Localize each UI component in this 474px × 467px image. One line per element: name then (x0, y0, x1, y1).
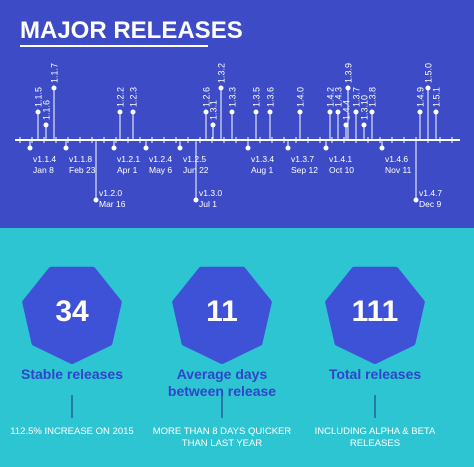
release-dot (379, 145, 385, 151)
release-dot (51, 85, 57, 91)
release-label: 1.3.1 (209, 100, 219, 120)
release-date: Aug 1 (251, 165, 273, 175)
release-label: 1.5.0 (424, 63, 434, 83)
heptagon (325, 266, 425, 364)
release-label: 1.1.7 (50, 63, 60, 83)
release-date: Jan 8 (33, 165, 54, 175)
release-date: Sep 12 (291, 165, 318, 175)
release-dot (267, 109, 273, 115)
release-date: Jul 1 (199, 199, 217, 209)
release-version: v1.1.8 (69, 154, 92, 164)
release-label: 1.3.3 (228, 87, 238, 107)
release-date: Dec 9 (419, 199, 441, 209)
release-dot (433, 109, 439, 115)
stat-value: 11 (206, 295, 238, 328)
release-version: v1.2.0 (99, 188, 122, 198)
release-dot (413, 197, 419, 203)
release-dot (425, 85, 431, 91)
release-label: 1.3.6 (266, 87, 276, 107)
stat-label: Average days between release (167, 366, 277, 399)
release-dot (130, 109, 136, 115)
release-dot (327, 109, 333, 115)
release-label: 1.1.5 (34, 87, 44, 107)
release-dot (63, 145, 69, 151)
release-label: 1.2.3 (129, 87, 139, 107)
release-label: 1.5.1 (432, 87, 442, 107)
release-date: Nov 11 (385, 165, 412, 175)
release-dot (253, 109, 259, 115)
release-dot (43, 122, 49, 128)
release-label: 1.2.2 (116, 87, 126, 107)
release-dot (27, 145, 33, 151)
release-version: v1.2.5 (183, 154, 206, 164)
release-dot (117, 109, 123, 115)
top-panel (0, 0, 474, 228)
release-dot (345, 85, 351, 91)
release-version: v1.2.4 (149, 154, 172, 164)
release-date: Feb 23 (69, 165, 96, 175)
stat-note: INCLUDING ALPHA & BETA RELEASES (314, 426, 436, 449)
release-label: 1.1.6 (42, 100, 52, 120)
release-dot (335, 109, 341, 115)
release-version: v1.3.4 (251, 154, 274, 164)
release-date: May 6 (149, 165, 172, 175)
heptagon (172, 266, 272, 364)
stat-label: Stable releases (21, 366, 123, 382)
release-dot (229, 109, 235, 115)
release-label: 1.4.3 (334, 87, 344, 107)
release-dot (245, 145, 251, 151)
release-label: 1.4.2 (326, 87, 336, 107)
release-dot (361, 122, 367, 128)
release-dot (343, 122, 349, 128)
release-date: Oct 10 (329, 165, 354, 175)
release-dot (417, 109, 423, 115)
release-label: 1.3.9 (344, 63, 354, 83)
release-dot (193, 197, 199, 203)
release-version: v1.3.0 (199, 188, 222, 198)
stat-value: 34 (55, 295, 89, 328)
stat-label: Total releases (328, 366, 422, 382)
release-label: 1.3.10 (360, 95, 370, 120)
release-dot (35, 109, 41, 115)
release-version: v1.4.7 (419, 188, 442, 198)
stat-value: 111 (351, 295, 399, 328)
release-dot (218, 85, 224, 91)
release-dot (93, 197, 99, 203)
release-label: 1.4.0 (296, 87, 306, 107)
heptagon (22, 266, 122, 364)
release-dot (323, 145, 329, 151)
release-label: 1.3.8 (368, 87, 378, 107)
release-dot (353, 109, 359, 115)
release-dot (210, 122, 216, 128)
release-dot (111, 145, 117, 151)
release-dot (177, 145, 183, 151)
release-label: 1.2.6 (202, 87, 212, 107)
release-version: v1.4.6 (385, 154, 408, 164)
release-version: v1.3.7 (291, 154, 314, 164)
release-label: 1.3.7 (352, 87, 362, 107)
release-label: 1.4.4 (342, 100, 352, 120)
release-dot (297, 109, 303, 115)
release-dot (285, 145, 291, 151)
release-version: v1.2.1 (117, 154, 140, 164)
stat-note: 112.5% INCREASE ON 2015 (10, 426, 134, 437)
release-label: 1.4.9 (416, 87, 426, 107)
title: MAJOR RELEASES (20, 17, 243, 44)
release-version: v1.1.4 (33, 154, 56, 164)
release-dot (369, 109, 375, 115)
release-label: 1.3.2 (217, 63, 227, 83)
release-dot (143, 145, 149, 151)
stat-note: MORE THAN 8 DAYS QUICKER THAN LAST YEAR (152, 426, 292, 449)
release-date: Mar 16 (99, 199, 126, 209)
release-version: v1.4.1 (329, 154, 352, 164)
release-dot (203, 109, 209, 115)
release-label: 1.3.5 (252, 87, 262, 107)
release-date: Apr 1 (117, 165, 138, 175)
